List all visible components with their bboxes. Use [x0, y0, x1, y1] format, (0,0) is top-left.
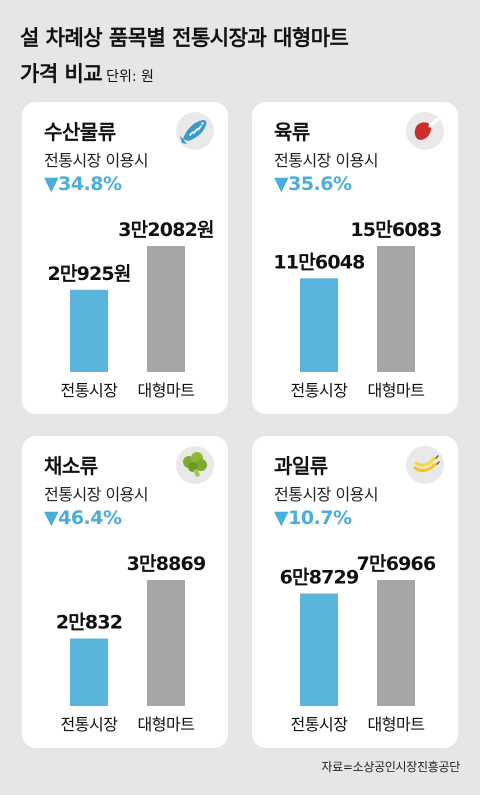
bar-mart: [377, 580, 415, 706]
value-label: 11만6048: [273, 251, 365, 273]
card-title: 채소류: [44, 454, 98, 478]
card-subtitle: 전통시장 이용시: [44, 151, 149, 170]
category-label: 대형마트: [138, 381, 195, 400]
category-label: 전통시장: [291, 381, 349, 400]
card-title: 수산물류: [44, 120, 116, 144]
category-label: 전통시장: [291, 715, 349, 734]
bar-chart-meat: 11만6048 전통시장 15만6083 대형마트: [273, 219, 442, 400]
category-label: 전통시장: [61, 381, 119, 400]
meat-icon: [406, 112, 444, 150]
bar-traditional: [70, 289, 108, 372]
broccoli-icon: [176, 446, 214, 484]
bar-traditional: [300, 278, 338, 372]
title-line-2-text: 가격 비교: [20, 62, 103, 86]
card-meat: 육류 전통시장 이용시 ▼35.6% 11만6048 전통시장 15만6083 대형마…: [252, 102, 458, 414]
source-note: 자료=소상공인시장진흥공단: [321, 760, 460, 774]
title-line-2: 가격 비교 단위: 원: [20, 56, 348, 95]
card-change: ▼10.7%: [274, 507, 352, 529]
bar-traditional: [70, 638, 108, 706]
value-label: 3만2082원: [118, 219, 213, 241]
value-label: 6만8729: [280, 566, 359, 588]
category-label: 대형마트: [138, 715, 195, 734]
bar-mart: [147, 246, 185, 372]
value-label: 3만8869: [127, 553, 206, 575]
bar-chart-fruit: 6만8729 전통시장 7만6966 대형마트: [280, 553, 437, 734]
card-vegetables: 채소류 전통시장 이용시 ▼46.4% 2만832 전통시장 3만8869 대형마트: [22, 436, 228, 748]
category-label: 대형마트: [368, 381, 425, 400]
value-label: 7만6966: [357, 553, 436, 575]
value-label: 2만925원: [47, 263, 130, 285]
bar-mart: [377, 246, 415, 372]
unit-label: 단위: 원: [106, 69, 154, 85]
card-title: 육류: [274, 120, 310, 144]
category-label: 전통시장: [61, 715, 119, 734]
category-label: 대형마트: [368, 715, 425, 734]
card-subtitle: 전통시장 이용시: [274, 485, 379, 504]
card-change: ▼35.6%: [274, 173, 352, 195]
banana-icon: [406, 446, 444, 484]
card-change: ▼34.8%: [44, 173, 122, 195]
fish-icon: [176, 112, 214, 150]
card-title: 과일류: [274, 454, 328, 478]
chart-title: 설 차례상 품목별 전통시장과 대형마트 가격 비교 단위: 원: [20, 20, 349, 95]
bar-traditional: [300, 593, 338, 706]
title-line-1: 설 차례상 품목별 전통시장과 대형마트: [20, 26, 349, 50]
card-fruit: 과일류 전통시장 이용시 ▼10.7% 6만8729 전통시장 7만6966 대형마트: [252, 436, 458, 748]
value-label: 2만832: [56, 611, 122, 633]
bar-chart-vegetables: 2만832 전통시장 3만8869 대형마트: [56, 553, 206, 734]
card-subtitle: 전통시장 이용시: [274, 151, 379, 170]
card-change: ▼46.4%: [44, 507, 122, 529]
bar-mart: [147, 580, 185, 706]
card-subtitle: 전통시장 이용시: [44, 485, 149, 504]
value-label: 15만6083: [350, 219, 441, 241]
